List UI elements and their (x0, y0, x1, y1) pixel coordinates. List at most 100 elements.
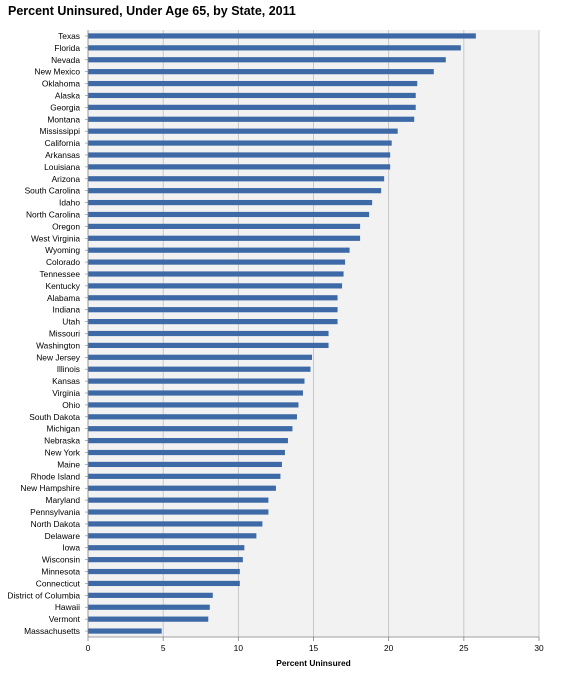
bar (88, 152, 391, 158)
category-label: Michigan (46, 424, 80, 434)
bar (88, 545, 245, 551)
category-label: Louisiana (44, 162, 80, 172)
bar (88, 80, 418, 87)
bar (88, 580, 240, 587)
category-label: Maine (57, 459, 80, 469)
bar (88, 33, 476, 39)
bar (88, 449, 285, 456)
bar (88, 330, 329, 337)
category-label: Kentucky (46, 281, 81, 291)
bar (88, 271, 344, 277)
category-label: Georgia (50, 102, 80, 112)
category-label: Virginia (52, 388, 80, 398)
category-label: Oregon (52, 221, 80, 231)
x-axis: 0 5 10 15 20 25 30 (86, 30, 544, 653)
bar (88, 92, 416, 99)
bar (88, 235, 361, 241)
bar (88, 176, 385, 182)
x-tick-label: 10 (234, 643, 244, 653)
category-label: Missouri (49, 329, 80, 339)
bar (88, 473, 281, 479)
category-label: Hawaii (55, 602, 80, 612)
category-label: California (45, 138, 81, 148)
category-label: Rhode Island (31, 471, 81, 481)
category-label: Indiana (53, 305, 81, 315)
category-label: Wisconsin (42, 555, 81, 565)
bar (88, 354, 312, 360)
category-label: Delaware (45, 531, 81, 541)
bar (88, 342, 329, 349)
category-label: Kansas (52, 376, 80, 386)
bar (88, 140, 392, 146)
category-label: New Jersey (36, 352, 81, 362)
x-tick-label: 20 (384, 643, 394, 653)
bar (88, 69, 434, 75)
category-label: Florida (54, 43, 80, 53)
bar (88, 497, 269, 503)
category-label: Texas (58, 31, 80, 41)
category-label: Iowa (62, 543, 80, 553)
bar (88, 533, 257, 539)
chart-title: Percent Uninsured, Under Age 65, by Stat… (8, 4, 296, 18)
x-tick-label: 0 (86, 643, 91, 653)
bar (88, 104, 416, 110)
category-label: District of Columbia (7, 590, 80, 600)
bar (88, 199, 373, 206)
bar (88, 211, 370, 218)
bar (88, 378, 305, 384)
bar (88, 568, 240, 575)
bar (88, 402, 299, 408)
category-label: Alabama (47, 293, 80, 303)
category-label: Alaska (55, 90, 80, 100)
bar (88, 295, 338, 301)
bar (88, 259, 346, 265)
bar (88, 247, 350, 253)
category-label: New Mexico (34, 67, 80, 77)
bar (88, 45, 461, 51)
category-label: New York (45, 448, 81, 458)
x-tick-label: 30 (534, 643, 544, 653)
bar (88, 557, 243, 563)
category-label: Minnesota (41, 567, 80, 577)
category-label: Vermont (49, 614, 81, 624)
bar (88, 307, 338, 313)
bar (88, 521, 263, 527)
bar (88, 164, 391, 170)
bar (88, 57, 446, 63)
bar (88, 485, 276, 491)
category-label: Maryland (46, 495, 81, 505)
x-tick-label: 15 (309, 643, 319, 653)
bar (88, 283, 343, 289)
category-label: Arkansas (45, 150, 80, 160)
bar (88, 426, 293, 432)
bar (88, 509, 269, 515)
category-label: Washington (36, 340, 80, 350)
category-label: Massachusetts (24, 626, 80, 636)
bar (88, 438, 288, 444)
category-label: Tennessee (39, 269, 80, 279)
x-tick-label: 25 (459, 643, 469, 653)
category-label: Illinois (57, 364, 80, 374)
x-axis-label: Percent Uninsured (276, 658, 350, 668)
bar (88, 116, 415, 122)
category-label: Colorado (46, 257, 80, 267)
bar (88, 188, 382, 194)
category-label: Arizona (52, 174, 81, 184)
bar (88, 414, 297, 420)
category-label: Montana (47, 114, 80, 124)
bar (88, 616, 209, 622)
category-label: Pennsylvania (30, 507, 80, 517)
bar (88, 592, 213, 598)
category-label: Wyoming (45, 245, 80, 255)
category-label: North Dakota (31, 519, 81, 529)
category-label: Connecticut (36, 578, 81, 588)
x-tick-label: 5 (161, 643, 166, 653)
bar (88, 366, 311, 372)
category-label: Utah (62, 317, 80, 327)
category-label: Ohio (62, 400, 80, 410)
category-label: Oklahoma (42, 79, 81, 89)
bar (88, 628, 162, 634)
category-labels: Texas Florida Nevada New Mexico OklahomaAlas… (7, 31, 88, 636)
category-label: South Dakota (29, 412, 80, 422)
